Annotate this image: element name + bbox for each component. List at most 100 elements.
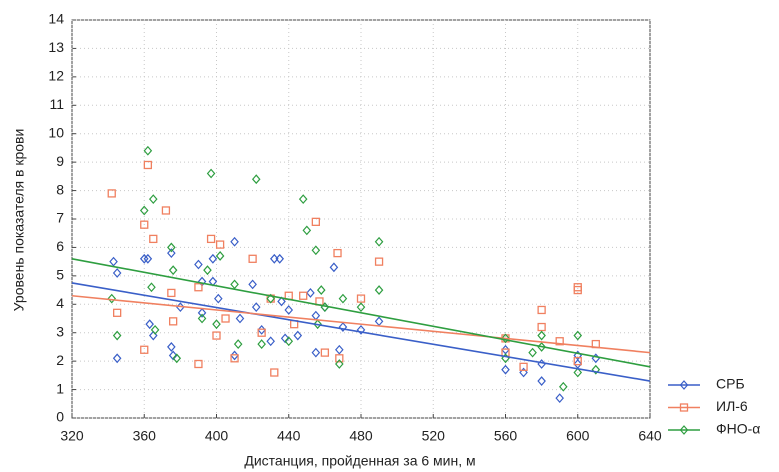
legend-label: СРБ — [716, 376, 745, 392]
point — [338, 293, 348, 304]
y-tick-label: 5 — [56, 267, 64, 283]
point — [311, 347, 321, 358]
x-tick-label: 640 — [638, 428, 662, 444]
x-tick-label: 400 — [205, 428, 229, 444]
point — [161, 206, 171, 215]
point — [145, 319, 154, 330]
y-tick-label: 12 — [48, 68, 64, 84]
point — [320, 348, 330, 357]
point — [519, 367, 528, 378]
point — [356, 302, 366, 313]
y-tick-label: 4 — [56, 295, 64, 311]
point — [107, 189, 116, 198]
point — [215, 240, 225, 249]
point — [194, 259, 203, 270]
y-tick-label: 6 — [56, 238, 64, 254]
y-tick-label: 13 — [48, 39, 64, 55]
point — [277, 296, 286, 307]
x-tick-label: 520 — [422, 428, 446, 444]
point — [167, 248, 176, 259]
point — [311, 310, 321, 321]
point — [519, 362, 528, 371]
point — [148, 194, 158, 205]
point — [573, 367, 583, 378]
point — [212, 319, 221, 330]
point — [335, 344, 344, 355]
trend-line — [71, 258, 651, 368]
legend-marker — [679, 425, 689, 435]
point — [266, 293, 275, 304]
point — [537, 376, 546, 386]
point — [555, 393, 564, 404]
point — [335, 354, 344, 363]
point — [559, 381, 568, 392]
point — [501, 333, 510, 344]
point — [573, 356, 582, 366]
point — [230, 354, 239, 363]
legend-label: ИЛ-6 — [716, 398, 748, 414]
point — [573, 330, 583, 341]
y-tick-label: 11 — [49, 96, 64, 112]
x-tick-label: 440 — [277, 428, 301, 444]
point — [299, 291, 308, 300]
point — [143, 160, 153, 170]
point — [311, 245, 321, 256]
y-tick-label: 9 — [56, 153, 64, 169]
point — [235, 313, 245, 324]
point — [251, 302, 261, 313]
y-tick-label: 2 — [56, 352, 64, 368]
point — [248, 279, 257, 290]
point — [230, 279, 239, 290]
point — [107, 293, 117, 304]
point — [329, 262, 339, 273]
x-tick-label: 320 — [60, 428, 84, 444]
point — [208, 253, 218, 264]
point — [140, 345, 149, 354]
point — [206, 168, 216, 179]
point — [139, 253, 149, 264]
point — [248, 254, 257, 263]
point — [221, 314, 230, 323]
point — [197, 313, 207, 324]
point — [591, 364, 601, 375]
point — [313, 319, 322, 330]
point — [112, 268, 122, 278]
point — [302, 225, 312, 236]
point — [150, 324, 160, 335]
point — [257, 324, 266, 335]
point — [212, 331, 221, 340]
point — [284, 336, 294, 347]
point — [338, 322, 348, 332]
point — [555, 337, 564, 346]
y-tick-label: 14 — [48, 11, 64, 27]
point — [270, 368, 279, 377]
point — [306, 288, 315, 298]
point — [143, 145, 153, 156]
point — [230, 236, 239, 247]
legend-marker — [679, 403, 689, 412]
point — [335, 359, 344, 369]
y-tick-label: 0 — [56, 409, 64, 425]
y-tick-label: 3 — [56, 323, 64, 339]
y-tick-label: 8 — [56, 181, 64, 197]
point — [139, 205, 149, 216]
point — [206, 234, 216, 244]
point — [168, 317, 178, 326]
point — [233, 339, 243, 349]
point — [215, 251, 225, 261]
point — [112, 330, 122, 341]
point — [257, 328, 266, 337]
point — [194, 359, 203, 369]
point — [284, 305, 294, 315]
point — [293, 330, 303, 341]
point — [537, 330, 546, 341]
point — [149, 234, 158, 244]
y-axis-title: Уровень показателя в крови — [11, 129, 27, 312]
point — [167, 288, 176, 298]
point — [537, 322, 546, 332]
point — [140, 220, 149, 229]
point — [573, 285, 582, 295]
point — [251, 174, 261, 185]
point — [203, 265, 212, 276]
